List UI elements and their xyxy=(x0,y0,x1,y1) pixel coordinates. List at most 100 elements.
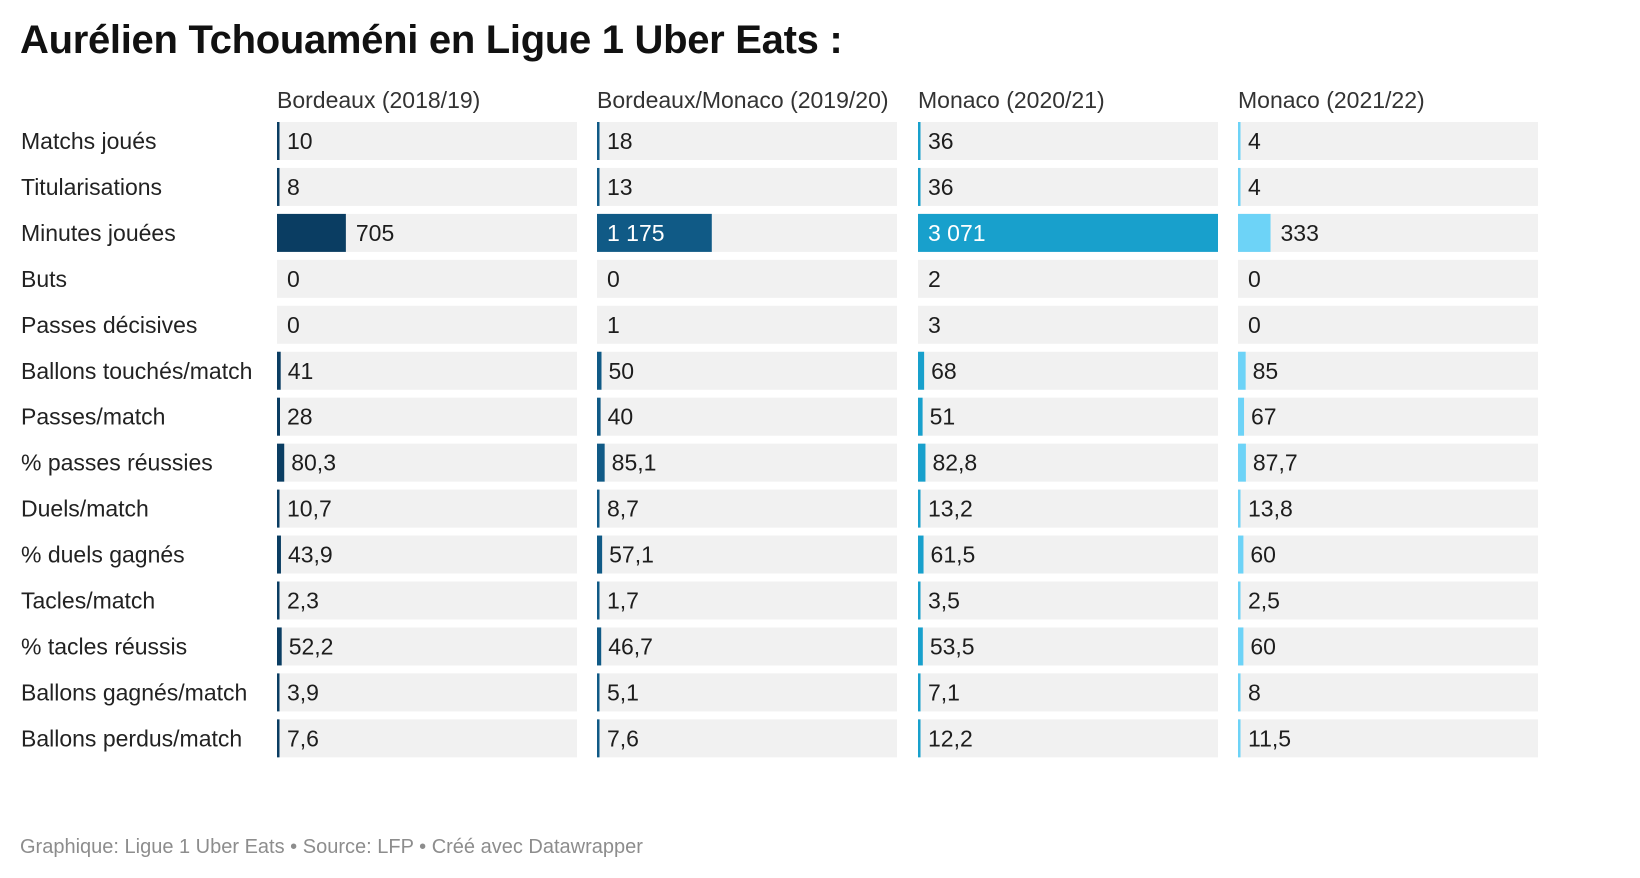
table-cell-background xyxy=(1238,535,1538,574)
table-cell-background xyxy=(277,443,577,482)
value-bar xyxy=(918,167,921,206)
value-bar xyxy=(597,397,601,436)
table-cell-background xyxy=(597,489,897,528)
chart-title: Aurélien Tchouaméni en Ligue 1 Uber Eats… xyxy=(20,18,843,62)
footer-graphic-credit: Graphique: Ligue 1 Uber Eats xyxy=(20,836,285,858)
value-label: 50 xyxy=(609,358,635,384)
row-label: Duels/match xyxy=(21,496,149,522)
table-cell-background xyxy=(597,627,897,666)
value-bar xyxy=(1238,627,1244,666)
table-cell-background xyxy=(597,673,897,712)
value-label: 8 xyxy=(287,174,300,200)
value-bar xyxy=(597,351,602,390)
footer-source: Source: LFP xyxy=(302,836,414,858)
value-label: 61,5 xyxy=(931,542,976,568)
value-label: 7,1 xyxy=(928,679,960,705)
value-bar xyxy=(918,673,921,712)
footer-datawrapper-credit: Créé avec Datawrapper xyxy=(431,836,643,858)
table-cell-background xyxy=(1238,581,1538,620)
value-bar xyxy=(597,719,600,758)
value-label: 13,8 xyxy=(1248,496,1293,522)
table-cell-background xyxy=(1238,167,1538,206)
value-bar xyxy=(1238,673,1241,712)
table-cell-background xyxy=(597,397,897,436)
value-label: 7,6 xyxy=(287,725,319,751)
row-label: Ballons gagnés/match xyxy=(21,679,247,705)
table-cell-background xyxy=(918,581,1218,620)
row-label: Titularisations xyxy=(21,174,162,200)
table-cell-background xyxy=(1238,719,1538,758)
value-bar xyxy=(597,535,603,574)
column-header: Monaco (2020/21) xyxy=(918,87,1105,113)
table-cell-background xyxy=(597,122,897,160)
value-label: 3,9 xyxy=(287,679,319,705)
table-cell-background xyxy=(918,443,1218,482)
table-cell-background xyxy=(918,489,1218,528)
table-cell-background xyxy=(597,443,897,482)
value-label: 40 xyxy=(608,404,634,430)
value-label: 51 xyxy=(930,404,956,430)
row-label: Ballons perdus/match xyxy=(21,725,242,751)
table-cell-background xyxy=(277,489,577,528)
value-bar xyxy=(918,122,921,160)
table-cell-background xyxy=(1238,443,1538,482)
row-label: % tacles réussis xyxy=(21,633,187,659)
table-cell-background xyxy=(597,535,897,574)
value-label: 10,7 xyxy=(287,496,332,522)
value-label: 0 xyxy=(607,266,620,292)
value-bar xyxy=(1238,213,1271,252)
value-bar xyxy=(918,489,921,528)
value-bar xyxy=(918,397,923,436)
table-cell-background xyxy=(277,673,577,712)
value-label: 18 xyxy=(607,128,633,154)
value-label: 7,6 xyxy=(607,725,639,751)
table-cell-background xyxy=(1238,627,1538,666)
row-label: Buts xyxy=(21,266,67,292)
value-label: 57,1 xyxy=(609,542,654,568)
table-cell-background xyxy=(597,719,897,758)
value-label: 12,2 xyxy=(928,725,973,751)
table-cell-background xyxy=(1238,397,1538,436)
value-bar xyxy=(597,489,600,528)
footer-separator: • xyxy=(419,836,427,858)
table-cell-background xyxy=(277,122,577,160)
value-bar xyxy=(918,719,921,758)
row-label: % duels gagnés xyxy=(21,542,185,568)
value-bar xyxy=(277,719,280,758)
table-cell-background xyxy=(277,719,577,758)
value-label: 2,5 xyxy=(1248,588,1280,614)
value-label: 13 xyxy=(607,174,633,200)
table-cell-background xyxy=(277,627,577,666)
value-label: 4 xyxy=(1248,174,1261,200)
table-cell-background xyxy=(918,351,1218,390)
value-label: 43,9 xyxy=(288,542,333,568)
value-label: 41 xyxy=(288,358,314,384)
value-label: 4 xyxy=(1248,128,1261,154)
value-label: 82,8 xyxy=(932,450,977,476)
value-bar xyxy=(277,351,281,390)
value-bar xyxy=(277,581,280,620)
value-label: 333 xyxy=(1281,220,1319,246)
table-cell-background xyxy=(1238,489,1538,528)
value-label: 2,3 xyxy=(287,588,319,614)
value-label: 67 xyxy=(1251,404,1277,430)
value-label: 36 xyxy=(928,174,954,200)
value-label: 1 175 xyxy=(607,220,665,246)
value-bar xyxy=(597,122,600,160)
value-label: 0 xyxy=(287,312,300,338)
table-cell-background xyxy=(277,581,577,620)
row-label: Minutes jouées xyxy=(21,220,176,246)
table-cell-background xyxy=(1238,673,1538,712)
value-label: 10 xyxy=(287,128,313,154)
value-bar xyxy=(277,627,282,666)
value-label: 60 xyxy=(1250,633,1276,659)
table-cell-background xyxy=(918,397,1218,436)
value-label: 1,7 xyxy=(607,588,639,614)
column-header: Monaco (2021/22) xyxy=(1238,87,1425,113)
table-cell-background xyxy=(597,305,897,344)
value-label: 13,2 xyxy=(928,496,973,522)
value-bar xyxy=(597,167,600,206)
table-cell-background xyxy=(597,351,897,390)
table-cell-background xyxy=(918,535,1218,574)
table-cell-background xyxy=(1238,305,1538,344)
